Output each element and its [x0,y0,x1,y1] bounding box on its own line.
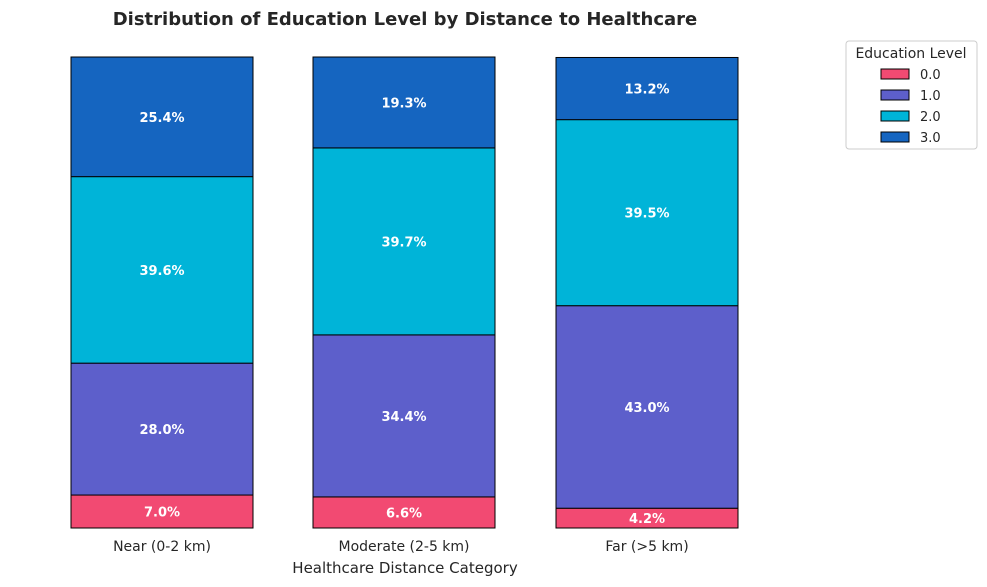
data-label-0-2: 39.6% [139,264,184,279]
legend-swatch-2 [880,110,910,122]
data-label-1-2: 39.7% [381,235,426,250]
x-tick-label-2: Far (>5 km) [605,539,688,555]
x-tick-label-1: Moderate (2-5 km) [338,539,469,555]
legend-swatch-3 [880,131,910,143]
legend-label-1: 1.0 [920,89,941,104]
data-label-2-1: 43.0% [624,401,669,416]
data-label-0-0: 7.0% [144,506,180,521]
bar-segment-0-1 [70,362,254,496]
legend-title: Education Level [855,46,966,62]
legend-swatch-0 [880,68,910,80]
legend-label-0: 0.0 [920,68,941,83]
legend-label-2: 2.0 [920,110,941,125]
x-tick-label-0: Near (0-2 km) [113,539,211,555]
data-label-2-0: 4.2% [629,512,665,527]
bars-group: 7.0% 28.0% 39.6% 25.4% 6.6% 34.4% 39.7% 19.3% 4.… [70,56,739,529]
x-axis-label: Healthcare Distance Category [292,559,518,577]
bar-segment-0-0 [70,494,254,529]
chart-title: Distribution of Education Level by Dista… [113,9,698,30]
x-tick-labels: Near (0-2 km) Moderate (2-5 km) Far (>5 km… [113,539,689,555]
bar-segment-2-1 [555,305,739,509]
data-label-2-3: 13.2% [624,83,669,98]
data-label-1-1: 34.4% [381,410,426,425]
data-label-1-0: 6.6% [386,506,422,521]
legend-swatch-1 [880,89,910,101]
bar-segment-1-1 [312,334,496,498]
legend: Education Level 0.0 1.0 2.0 3.0 [845,40,978,150]
bar-segment-2-3 [555,56,739,121]
bar-segment-1-3 [312,56,496,149]
bar-segment-1-2 [312,147,496,336]
legend-frame [845,40,978,150]
bar-segment-0-3 [70,56,254,178]
legend-label-3: 3.0 [920,131,941,146]
bar-segment-1-0 [312,496,496,529]
data-label-1-3: 19.3% [381,96,426,111]
data-label-2-2: 39.5% [624,207,669,222]
bar-segment-2-2 [555,119,739,307]
data-label-0-1: 28.0% [139,423,184,438]
legend-items: 0.0 1.0 2.0 3.0 [880,68,941,146]
data-label-0-3: 25.4% [139,111,184,126]
